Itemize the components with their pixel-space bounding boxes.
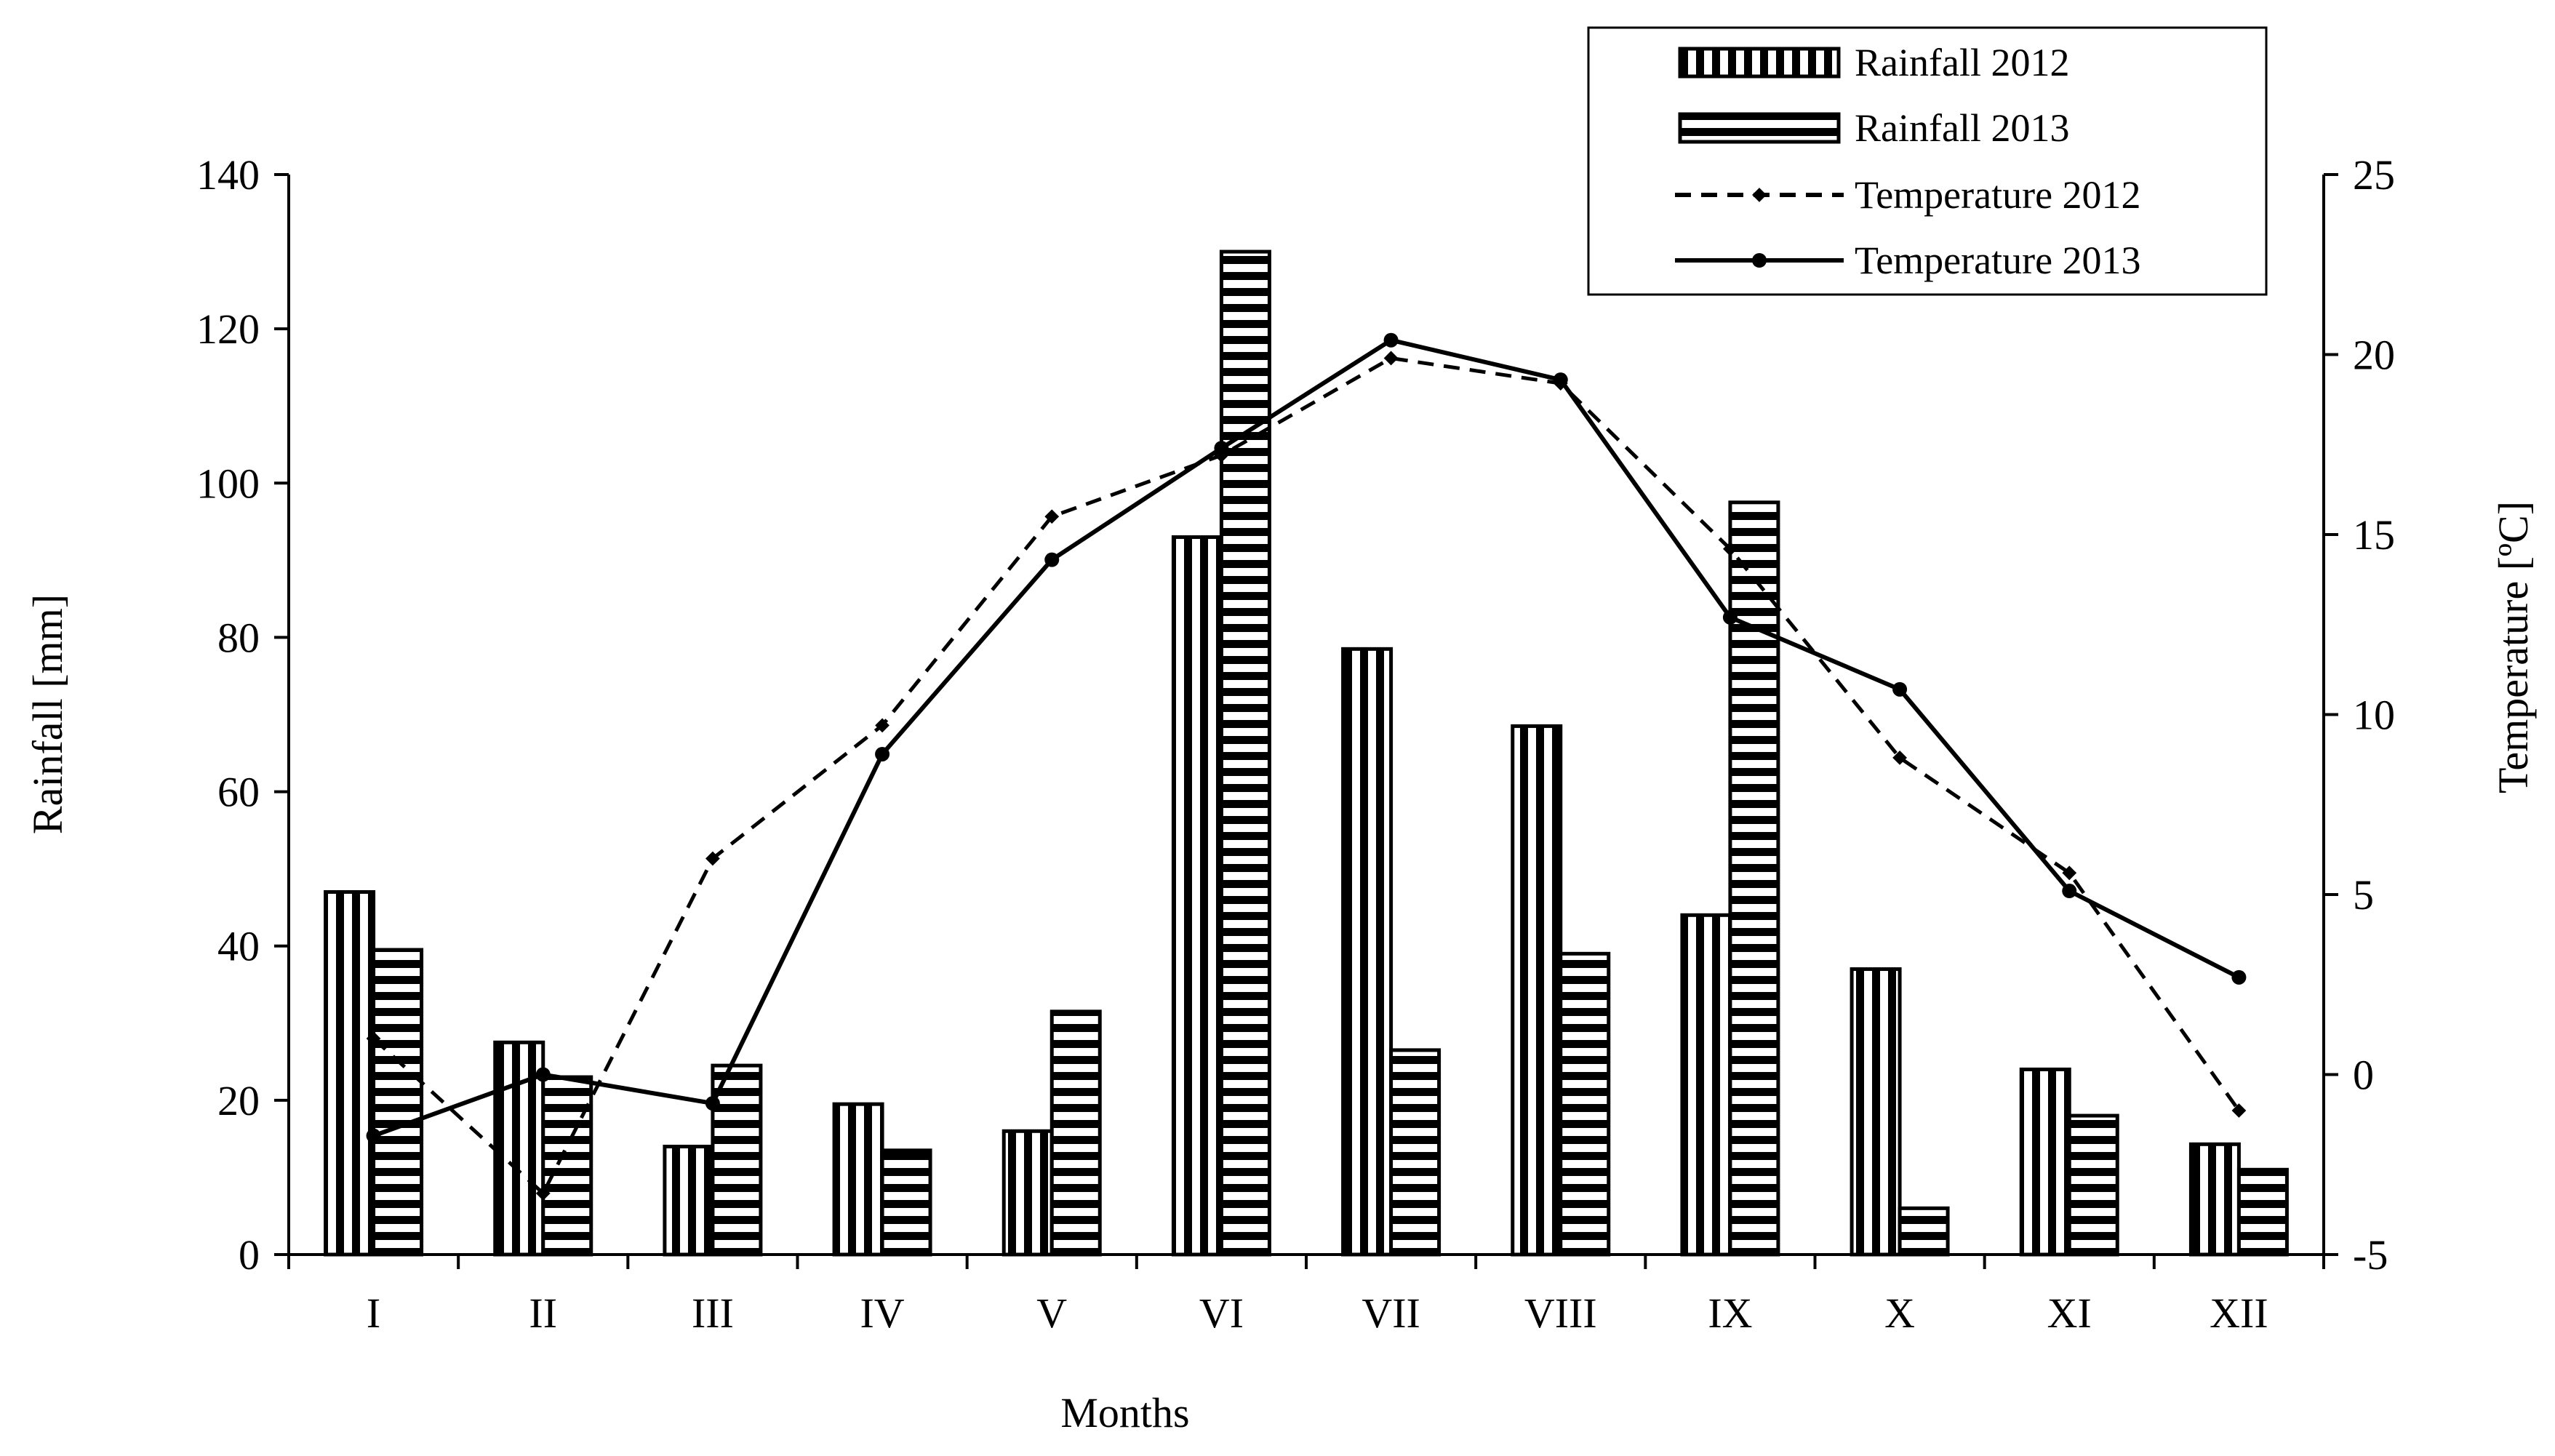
left-y-tick-label: 0 (239, 1231, 260, 1279)
right-y-ticks: -5 0 5 10 15 20 25 (2324, 151, 2395, 1279)
legend: Rainfall 2012 Rainfall 2013 Temperature … (1587, 26, 2268, 296)
legend-label-rainfall-2012: Rainfall 2012 (1855, 41, 2069, 84)
point-temperature-2012 (1892, 751, 1907, 765)
x-tick-label: V (1036, 1289, 1067, 1337)
x-tick-label: XI (2047, 1289, 2092, 1337)
x-tick-label: III (692, 1289, 734, 1337)
right-y-tick-label: 10 (2353, 692, 2395, 739)
bar-rainfall-2012 (1341, 647, 1394, 1257)
right-y-tick-label: 5 (2353, 871, 2374, 919)
point-temperature-2013 (1722, 609, 1738, 625)
legend-swatch-rainfall-2012 (1678, 47, 1841, 79)
x-tick-label: VI (1199, 1289, 1244, 1337)
point-temperature-2013 (875, 746, 890, 761)
legend-label-temperature-2012: Temperature 2012 (1855, 173, 2141, 217)
bar-rainfall-2012 (832, 1102, 884, 1257)
point-temperature-2013 (1383, 332, 1399, 348)
left-y-ticks: 0 20 40 60 80 100 120 140 (196, 151, 289, 1279)
bar-rainfall-2012 (324, 889, 376, 1257)
left-y-axis-title: Rainfall [mm] (24, 594, 71, 834)
x-ticks: I II III IV V VI VII VIII IX X XI XII (287, 1255, 2325, 1337)
point-temperature-2013 (1044, 552, 1060, 567)
bar-rainfall-2013 (711, 1063, 763, 1257)
bar-rainfall-2012 (2188, 1142, 2241, 1257)
left-y-tick-label: 100 (196, 460, 260, 507)
point-temperature-2012 (2062, 865, 2077, 881)
left-y-tick-label: 80 (217, 614, 260, 661)
right-y-tick-label: -5 (2353, 1231, 2388, 1279)
x-tick-label: X (1884, 1289, 1915, 1337)
bar-rainfall-2013 (372, 948, 424, 1257)
bar-rainfall-2013 (880, 1148, 932, 1257)
point-temperature-2012 (1044, 509, 1060, 524)
left-y-tick-label: 140 (196, 151, 260, 199)
bar-rainfall-2012 (1001, 1129, 1054, 1257)
line-temperature-2013 (372, 337, 2240, 1138)
bar-rainfall-2013 (1559, 951, 1611, 1257)
x-tick-label: XII (2210, 1289, 2268, 1337)
point-temperature-2013 (2062, 884, 2077, 899)
bar-rainfall-2013 (1049, 1009, 1102, 1257)
left-y-tick-label: 40 (217, 923, 260, 970)
left-y-tick-label: 120 (196, 305, 260, 353)
left-y-tick-label: 60 (217, 769, 260, 816)
bar-rainfall-2013 (1219, 249, 1271, 1257)
point-temperature-2012 (1383, 351, 1399, 366)
bar-rainfall-2012 (1680, 913, 1732, 1257)
legend-marker-temperature-2013 (1752, 253, 1767, 268)
bar-rainfall-2012 (1850, 967, 1902, 1257)
point-temperature-2012 (366, 1031, 381, 1046)
bar-rainfall-2012 (2019, 1067, 2071, 1257)
bar-rainfall-2013 (1389, 1048, 1442, 1257)
x-axis-title: Months (1060, 1389, 1189, 1436)
bar-rainfall-2013 (1898, 1206, 1950, 1257)
left-y-tick-label: 20 (217, 1077, 260, 1124)
bar-rainfall-2013 (2067, 1113, 2119, 1257)
right-y-tick-label: 15 (2353, 511, 2395, 559)
line-temperature-2012 (372, 356, 2241, 1196)
point-temperature-2012 (875, 718, 889, 733)
legend-label-rainfall-2013: Rainfall 2013 (1855, 106, 2069, 150)
point-temperature-2012 (705, 851, 720, 866)
x-tick-label: IX (1708, 1289, 1752, 1337)
bar-rainfall-2012 (1511, 724, 1563, 1257)
bars (324, 249, 2289, 1257)
x-tick-label: VII (1362, 1289, 1420, 1337)
lines (366, 332, 2247, 1201)
point-temperature-2013 (535, 1067, 551, 1082)
x-tick-label: II (529, 1289, 557, 1337)
x-tick-label: I (367, 1289, 380, 1337)
right-y-tick-label: 25 (2353, 151, 2395, 199)
point-temperature-2012 (535, 1185, 551, 1201)
point-temperature-2012 (1723, 541, 1738, 556)
point-temperature-2013 (2231, 969, 2247, 985)
x-tick-label: IV (860, 1289, 904, 1337)
point-temperature-2013 (1553, 372, 1568, 388)
x-tick-label: VIII (1524, 1289, 1597, 1337)
bar-rainfall-2013 (541, 1075, 593, 1257)
legend-marker-temperature-2012 (1752, 188, 1767, 202)
right-y-axis-title: Temperature [ºC] (2490, 501, 2537, 793)
point-temperature-2013 (1892, 681, 1908, 697)
point-temperature-2013 (1214, 441, 1229, 456)
legend-label-temperature-2013: Temperature 2013 (1855, 239, 2141, 282)
bar-rainfall-2012 (1171, 535, 1223, 1257)
bar-rainfall-2012 (663, 1145, 715, 1257)
point-temperature-2013 (705, 1096, 720, 1111)
right-y-tick-label: 20 (2353, 332, 2395, 379)
bar-rainfall-2013 (1728, 500, 1780, 1257)
legend-swatch-rainfall-2013 (1678, 112, 1841, 144)
point-temperature-2013 (366, 1128, 381, 1143)
right-y-tick-label: 0 (2353, 1052, 2374, 1099)
bar-rainfall-2013 (2236, 1167, 2289, 1257)
point-temperature-2012 (2231, 1103, 2247, 1118)
